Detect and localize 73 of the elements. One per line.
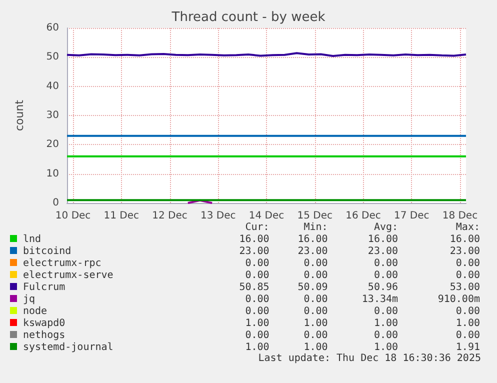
text: 0.00 [454, 330, 480, 342]
x-tick-label: 11 Dec [104, 210, 140, 222]
text: Min: [302, 222, 328, 234]
x-tick-label: 16 Dec [346, 210, 381, 222]
y-tick-label: 50 [46, 52, 59, 63]
text: 50.96 [366, 282, 398, 294]
text: 0.00 [302, 270, 328, 282]
text: 0.00 [372, 258, 398, 270]
text: 0.00 [244, 294, 270, 306]
text: Avg: [372, 222, 398, 234]
text: Cur: [244, 222, 270, 234]
text: 53.00 [448, 282, 480, 294]
y-tick-label: 0 [52, 198, 59, 208]
text: Max: [454, 222, 480, 234]
y-tick-label: 20 [46, 139, 59, 150]
text: 13.34m [360, 294, 398, 306]
y-axis-title: count [13, 99, 26, 132]
text: Last update: Thu Dec 18 16:30:36 2025 [258, 353, 481, 364]
legend-label: nethogs [22, 330, 66, 342]
text: 0.00 [244, 330, 270, 342]
text: 0.00 [244, 306, 270, 318]
legend-label: electrumx-serve [22, 270, 114, 282]
text: 0.00 [454, 306, 480, 318]
text: 1.00 [302, 342, 328, 353]
legend-label: systemd-journal [22, 342, 114, 354]
text: 0.00 [372, 270, 398, 282]
text: 16.00 [296, 234, 328, 246]
text: 1.00 [372, 318, 398, 330]
text: 0.00 [244, 258, 270, 270]
x-tick-label: 17 Dec [394, 210, 430, 222]
x-tick-label: 14 Dec [248, 210, 284, 222]
text: 0.00 [454, 258, 480, 270]
text: 1.91 [454, 342, 480, 354]
y-tick-label: 10 [46, 168, 59, 180]
text: 50.09 [296, 282, 328, 294]
text: 910.00m [436, 294, 480, 306]
text: 1.00 [454, 318, 480, 330]
text: 16.00 [238, 234, 270, 246]
text: 0.00 [372, 330, 398, 342]
x-tick-label: 12 Dec [152, 210, 188, 222]
legend-label: jq [22, 294, 36, 306]
text: 0.00 [302, 330, 328, 342]
y-tick-label: 60 [46, 22, 59, 34]
text: 1.00 [244, 318, 270, 330]
text: 0.00 [372, 306, 398, 318]
legend-label: electrumx-rpc [22, 258, 102, 270]
y-tick-label: 30 [46, 110, 59, 121]
x-tick-label: 15 Dec [297, 210, 332, 222]
x-tick-label: 18 Dec [442, 210, 478, 222]
text: 1.00 [244, 342, 270, 354]
legend-label: node [22, 306, 48, 318]
x-tick-label: 10 Dec [55, 210, 91, 222]
text: 23.00 [296, 246, 328, 258]
chart-title: Thread count - by week [170, 10, 326, 25]
text: 0.00 [302, 306, 328, 318]
legend-label: Fulcrum [22, 282, 66, 294]
text: 0.00 [302, 294, 328, 306]
legend-label: kswapd0 [22, 318, 66, 330]
legend-label: bitcoind [22, 246, 72, 258]
text: 16.00 [366, 234, 398, 246]
text: 0.00 [302, 258, 328, 270]
text: 0.00 [244, 270, 270, 282]
y-tick-label: 40 [46, 80, 59, 92]
text: 23.00 [366, 246, 398, 258]
text: 23.00 [238, 246, 270, 258]
text: 1.00 [372, 342, 398, 354]
x-tick-label: 13 Dec [200, 210, 236, 222]
text: 0.00 [454, 270, 480, 282]
text: 16.00 [448, 234, 480, 246]
text: 50.85 [238, 282, 270, 294]
text: 23.00 [448, 246, 480, 258]
text: 1.00 [302, 318, 328, 330]
legend-label: lnd [22, 234, 42, 246]
